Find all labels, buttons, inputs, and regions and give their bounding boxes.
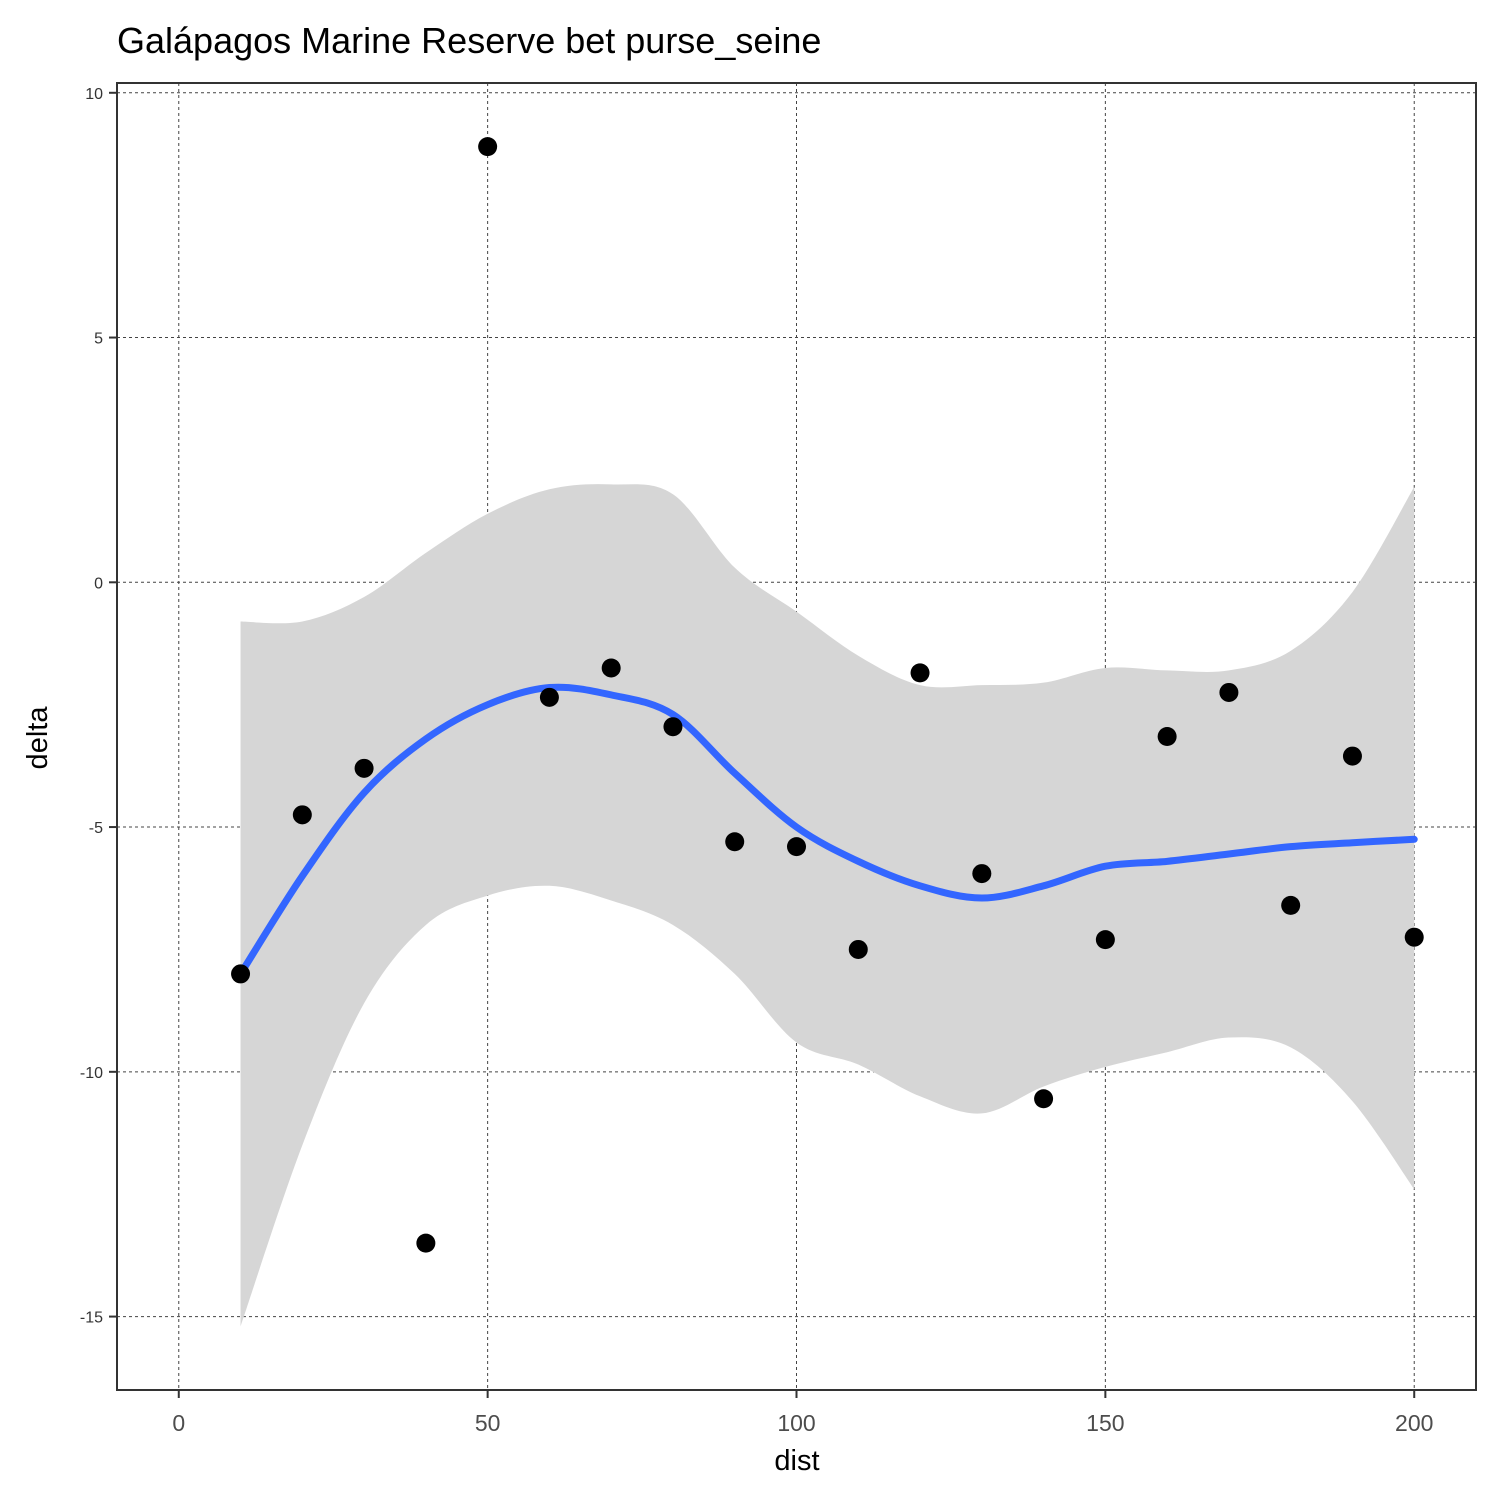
data-point (972, 864, 992, 884)
data-point (1219, 682, 1239, 702)
y-tick-label: -15 (80, 1310, 103, 1327)
grid-lines (117, 83, 1476, 1390)
data-point (1281, 895, 1301, 915)
y-tick-label: -10 (80, 1065, 103, 1082)
data-point (416, 1233, 436, 1253)
data-point (231, 964, 251, 984)
data-point (910, 663, 930, 683)
data-point (539, 687, 559, 707)
data-point (1095, 930, 1115, 950)
y-tick-label: 10 (85, 86, 103, 103)
data-point (478, 137, 498, 157)
x-tick-label: 100 (777, 1410, 815, 1436)
y-axis-title: delta (22, 706, 54, 770)
data-points (231, 137, 1424, 1253)
x-tick-label: 0 (172, 1410, 185, 1436)
x-tick-label: 200 (1395, 1410, 1433, 1436)
data-point (1404, 927, 1424, 947)
y-tick-label: -5 (89, 820, 103, 837)
x-tick-label: 50 (475, 1410, 501, 1436)
y-tick-label: 5 (94, 331, 103, 348)
data-point (663, 717, 683, 737)
x-tick-label: 150 (1086, 1410, 1124, 1436)
data-point (725, 832, 745, 852)
data-point (787, 837, 806, 857)
smooth-line (237, 683, 1418, 978)
data-point (601, 658, 621, 678)
data-point (1342, 746, 1362, 766)
confidence-band (240, 484, 1415, 1327)
x-axis-title: dist (774, 1445, 819, 1477)
data-point (848, 939, 868, 959)
data-point (354, 758, 374, 778)
data-point (1034, 1089, 1054, 1109)
data-point (292, 805, 312, 825)
data-point (1157, 727, 1177, 746)
y-tick-label: 0 (94, 575, 103, 592)
chart-title: Galápagos Marine Reserve bet purse_seine (117, 20, 821, 61)
